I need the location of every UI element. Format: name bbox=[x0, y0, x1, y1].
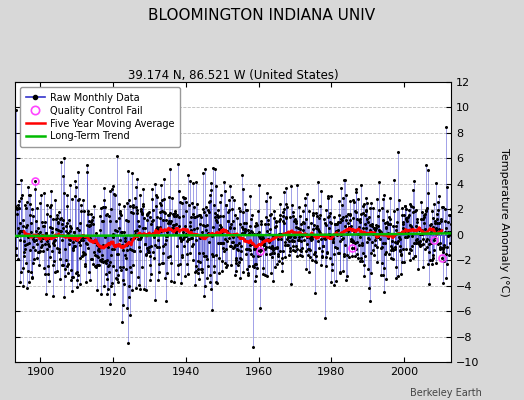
Text: Berkeley Earth: Berkeley Earth bbox=[410, 388, 482, 398]
Title: 39.174 N, 86.521 W (United States): 39.174 N, 86.521 W (United States) bbox=[128, 69, 339, 82]
Legend: Raw Monthly Data, Quality Control Fail, Five Year Moving Average, Long-Term Tren: Raw Monthly Data, Quality Control Fail, … bbox=[20, 87, 180, 147]
Y-axis label: Temperature Anomaly (°C): Temperature Anomaly (°C) bbox=[499, 148, 509, 296]
Text: BLOOMINGTON INDIANA UNIV: BLOOMINGTON INDIANA UNIV bbox=[148, 8, 376, 23]
